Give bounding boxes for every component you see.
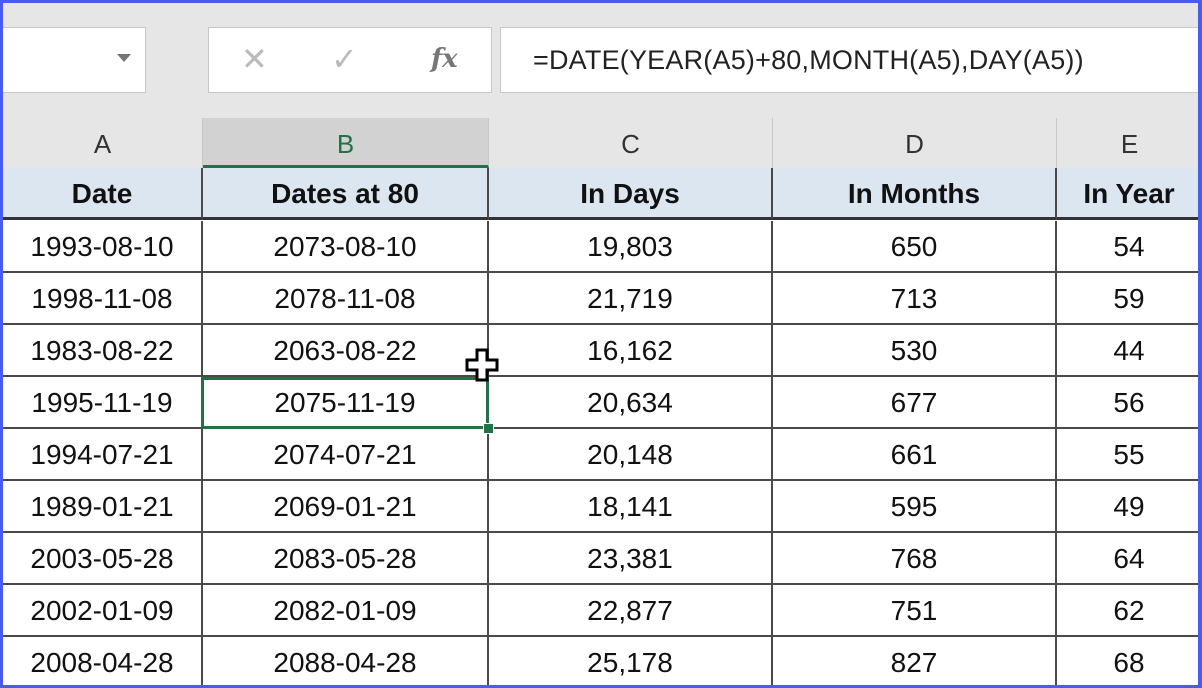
table-cell[interactable]: 2078-11-08	[203, 273, 489, 325]
table-cell[interactable]: 1998-11-08	[3, 273, 203, 325]
table-cell[interactable]: 25,178	[489, 637, 773, 685]
table-cell[interactable]: 661	[773, 429, 1057, 481]
table-cell[interactable]: 44	[1057, 325, 1198, 377]
table-header-cell[interactable]: Date	[3, 168, 203, 220]
table-cell[interactable]: 2063-08-22	[203, 325, 489, 377]
table-cell[interactable]: 19,803	[489, 221, 773, 273]
table-cell[interactable]: 2083-05-28	[203, 533, 489, 585]
insert-function-icon[interactable]: fx	[431, 44, 458, 74]
formula-input[interactable]: =DATE(YEAR(A5)+80,MONTH(A5),DAY(A5))	[500, 27, 1198, 93]
active-cell-selection[interactable]	[201, 377, 489, 429]
table-cell[interactable]: 595	[773, 481, 1057, 533]
cell-cursor-icon	[465, 348, 499, 382]
table-cell[interactable]: 49	[1057, 481, 1198, 533]
column-header-c[interactable]: C	[489, 118, 773, 168]
column-header-d[interactable]: D	[773, 118, 1057, 168]
table-cell[interactable]: 2069-01-21	[203, 481, 489, 533]
table-cell[interactable]: 768	[773, 533, 1057, 585]
table-cell[interactable]: 530	[773, 325, 1057, 377]
table-cell[interactable]: 2003-05-28	[3, 533, 203, 585]
table-cell[interactable]: 18,141	[489, 481, 773, 533]
table-cell[interactable]: 2008-04-28	[3, 637, 203, 685]
column-header-e[interactable]: E	[1057, 118, 1198, 168]
table-header-cell[interactable]: Dates at 80	[203, 168, 489, 220]
table-cell[interactable]: 59	[1057, 273, 1198, 325]
table-cell[interactable]: 751	[773, 585, 1057, 637]
table-cell[interactable]: 1983-08-22	[3, 325, 203, 377]
table-cell[interactable]: 20,148	[489, 429, 773, 481]
table-cell[interactable]: 650	[773, 221, 1057, 273]
table-cell[interactable]: 62	[1057, 585, 1198, 637]
table-cell[interactable]: 1993-08-10	[3, 221, 203, 273]
table-cell[interactable]: 2088-04-28	[203, 637, 489, 685]
table-cell[interactable]: 54	[1057, 221, 1198, 273]
table-cell[interactable]: 677	[773, 377, 1057, 429]
dropdown-arrow-icon[interactable]	[117, 54, 131, 62]
column-header-b[interactable]: B	[203, 118, 489, 168]
table-cell[interactable]: 1995-11-19	[3, 377, 203, 429]
table-cell[interactable]: 22,877	[489, 585, 773, 637]
name-box[interactable]	[3, 27, 146, 93]
formula-bar-area: ✕ ✓ fx =DATE(YEAR(A5)+80,MONTH(A5),DAY(A…	[3, 3, 1198, 118]
table-cell[interactable]: 23,381	[489, 533, 773, 585]
enter-check-icon[interactable]: ✓	[331, 41, 358, 77]
table-cell[interactable]: 20,634	[489, 377, 773, 429]
table-cell[interactable]: 2082-01-09	[203, 585, 489, 637]
formula-buttons: ✕ ✓ fx	[208, 27, 492, 93]
cancel-icon[interactable]: ✕	[241, 41, 268, 77]
table-cell[interactable]: 713	[773, 273, 1057, 325]
table-cell[interactable]: 2073-08-10	[203, 221, 489, 273]
table-cell[interactable]: 2002-01-09	[3, 585, 203, 637]
fill-handle[interactable]	[483, 423, 494, 434]
table-cell[interactable]: 68	[1057, 637, 1198, 685]
table-header-cell[interactable]: In Months	[773, 168, 1057, 220]
table-cell[interactable]: 2074-07-21	[203, 429, 489, 481]
table-cell[interactable]: 827	[773, 637, 1057, 685]
table-cell[interactable]: 21,719	[489, 273, 773, 325]
table-cell[interactable]: 64	[1057, 533, 1198, 585]
table-header-cell[interactable]: In Year	[1057, 168, 1198, 220]
table-cell[interactable]: 16,162	[489, 325, 773, 377]
table-cell[interactable]: 56	[1057, 377, 1198, 429]
table-cell[interactable]: 1989-01-21	[3, 481, 203, 533]
table-cell[interactable]: 55	[1057, 429, 1198, 481]
column-header-a[interactable]: A	[3, 118, 203, 168]
table-header-cell[interactable]: In Days	[489, 168, 773, 220]
table-cell[interactable]: 1994-07-21	[3, 429, 203, 481]
